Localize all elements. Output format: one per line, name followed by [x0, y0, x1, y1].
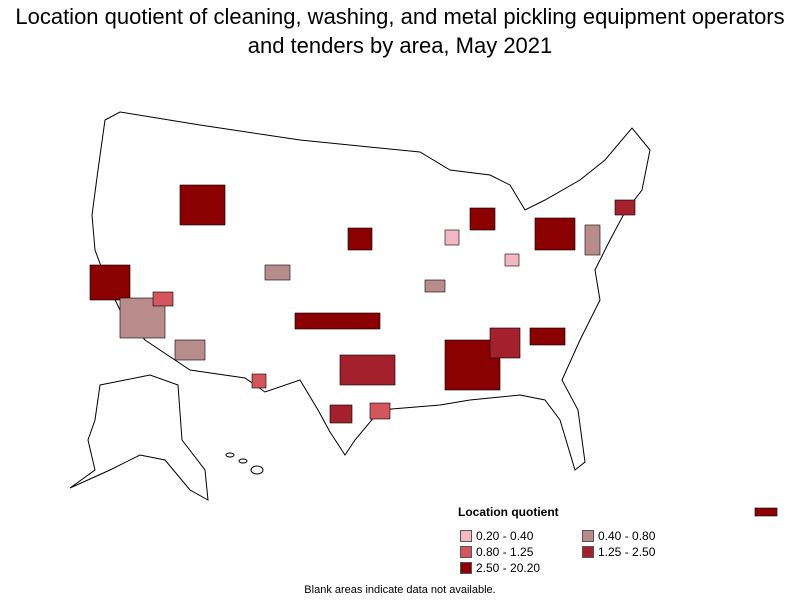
- area-region: [89, 264, 131, 301]
- area-region: [444, 229, 460, 246]
- area-region: [469, 207, 496, 231]
- legend-label: 0.40 - 0.80: [598, 529, 656, 543]
- legend-item: 0.40 - 0.80: [582, 529, 655, 543]
- legend-label: 2.50 - 20.20: [476, 561, 541, 575]
- hawaii: [225, 452, 235, 458]
- legend-label: 0.80 - 1.25: [476, 545, 534, 559]
- legend-swatch: [582, 546, 594, 558]
- legend-swatch: [460, 562, 472, 574]
- area-region: [294, 312, 381, 330]
- legend-item: 2.50 - 20.20: [460, 561, 540, 575]
- legend-item: 1.25 - 2.50: [582, 545, 655, 559]
- legend-label: 0.20 - 0.40: [476, 529, 534, 543]
- legend-label: 1.25 - 2.50: [598, 545, 656, 559]
- area-region: [174, 339, 206, 361]
- legend-title: Location quotient: [458, 505, 559, 519]
- map-title: Location quotient of cleaning, washing, …: [15, 4, 785, 58]
- legend-swatch: [460, 546, 472, 558]
- area-region: [251, 373, 267, 389]
- areas: [89, 184, 778, 517]
- legend-swatch: [460, 530, 472, 542]
- area-region: [504, 253, 520, 267]
- area-region: [369, 402, 391, 420]
- area-region: [339, 354, 396, 386]
- area-region: [529, 327, 566, 346]
- area-region: [329, 404, 353, 424]
- continental-us: [91, 111, 651, 471]
- legend-item: 0.80 - 1.25: [460, 545, 533, 559]
- base-map: [69, 111, 651, 501]
- area-region: [152, 291, 174, 307]
- legend-item: 0.20 - 0.40: [460, 529, 533, 543]
- area-region: [754, 507, 778, 517]
- hawaii: [238, 458, 248, 464]
- area-region: [179, 184, 226, 226]
- legend-swatch: [582, 530, 594, 542]
- area-region: [424, 279, 446, 293]
- footnote: Blank areas indicate data not available.: [304, 584, 496, 596]
- area-region: [584, 224, 601, 256]
- area-region: [489, 327, 521, 359]
- hawaii: [250, 465, 264, 475]
- area-region: [614, 199, 636, 216]
- alaska: [69, 374, 209, 501]
- area-region: [534, 217, 576, 251]
- area-region: [264, 264, 291, 281]
- area-region: [347, 227, 373, 251]
